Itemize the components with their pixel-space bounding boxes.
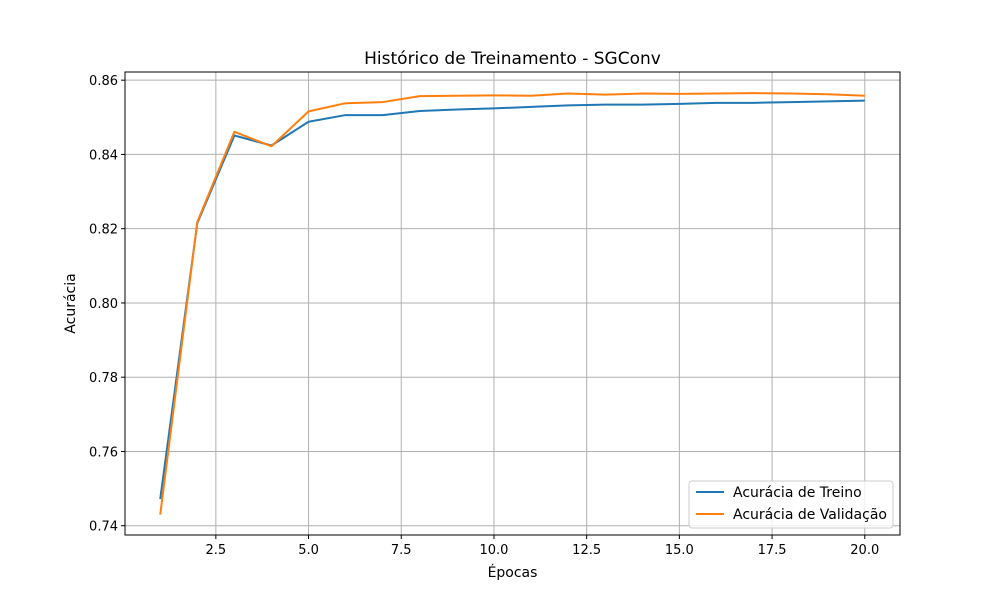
grid [125,72,900,535]
legend-frame [688,480,894,529]
legend: Acurácia de Treino Acurácia de Validação [688,480,894,529]
x-tick-label: 20.0 [850,543,879,558]
axis-ticks: 2.5 5.0 7.5 10.0 12.5 15.0 17.5 20.0 0.74 0.76 0.7… [89,74,879,558]
x-tick-label: 15.0 [665,543,694,558]
x-tick-label: 5.0 [298,543,319,558]
plot-series [159,92,865,515]
y-axis-title: Acurácia [63,273,79,333]
y-tick-label: 0.82 [89,223,118,238]
y-tick-label: 0.76 [89,445,118,460]
y-tick-label: 0.74 [89,520,118,535]
y-tick-label: 0.78 [89,371,118,386]
plot-frame [124,71,901,536]
x-tick-label: 2.5 [206,543,227,558]
series-line-validation [159,92,865,515]
y-tick-label: 0.84 [89,148,118,163]
chart-title: Histórico de Treinamento - SGConv [364,49,661,69]
legend-label-train: Acurácia de Treino [733,485,862,501]
x-tick-label: 10.0 [479,543,508,558]
y-tick-label: 0.86 [89,74,118,89]
legend-label-validation: Acurácia de Validação [733,507,887,523]
x-tick-label: 17.5 [758,543,787,558]
x-tick-label: 12.5 [572,543,601,558]
x-tick-label: 7.5 [391,543,412,558]
y-tick-label: 0.80 [89,297,118,312]
x-axis-title: Épocas [488,564,538,581]
